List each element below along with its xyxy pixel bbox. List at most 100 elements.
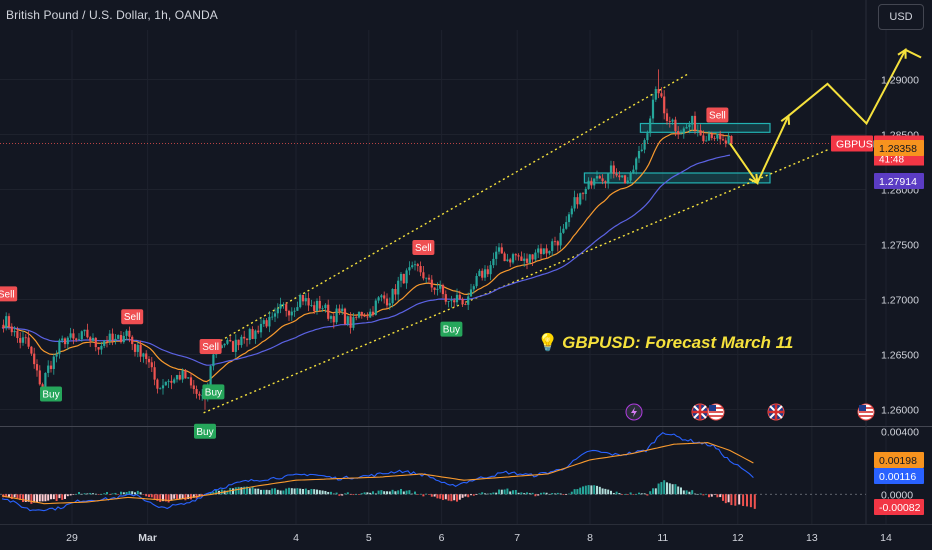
signal-line <box>1 442 754 505</box>
macd-histogram-bar <box>556 492 559 495</box>
candle <box>643 138 646 154</box>
sell-marker: Sell <box>706 107 729 123</box>
candle-body <box>601 178 604 182</box>
price-tick-label: 1.29000 <box>881 75 919 87</box>
macd-histogram-bar <box>89 492 92 495</box>
candle-body <box>637 150 641 159</box>
candle <box>282 302 285 309</box>
macd-histogram-bar <box>296 488 299 495</box>
candle-body <box>380 295 383 298</box>
candle <box>475 273 478 289</box>
macd-histogram-bar <box>262 489 265 495</box>
time-tick-label: Mar <box>138 532 157 544</box>
time-tick-label: 13 <box>806 532 818 544</box>
flag-canton <box>709 405 716 411</box>
candle <box>145 350 148 365</box>
macd-histogram-bar <box>22 494 24 503</box>
candle-body <box>576 197 579 205</box>
macd-histogram-bar <box>576 489 579 495</box>
macd-histogram-bar <box>419 493 422 495</box>
macd-histogram-bar <box>78 491 80 495</box>
candle <box>240 334 243 348</box>
candle <box>716 133 719 142</box>
marker-badge <box>202 384 225 400</box>
candle <box>455 288 459 307</box>
candle <box>248 327 251 345</box>
marker-badge <box>412 240 435 256</box>
macd-histogram-bar <box>139 492 142 495</box>
candle <box>257 325 260 334</box>
candle-body <box>117 335 120 339</box>
candle <box>702 130 705 144</box>
marker-label: Sell <box>0 289 15 300</box>
candle <box>61 335 64 344</box>
candle <box>517 253 520 261</box>
candle-body <box>520 256 523 261</box>
macd-histogram-bar <box>131 491 134 495</box>
candle <box>296 301 299 312</box>
macd-histogram-bar <box>94 493 97 495</box>
macd-histogram-bar <box>83 493 86 495</box>
candle-body <box>567 214 571 223</box>
candle <box>486 265 489 278</box>
macd-histogram-bar <box>607 489 610 495</box>
candle <box>259 318 263 338</box>
macd-histogram-bar <box>268 490 271 495</box>
candle-body <box>699 130 702 136</box>
candle <box>357 311 361 319</box>
candle <box>388 297 391 310</box>
candle-body <box>332 316 335 323</box>
candle <box>254 329 257 344</box>
sell-marker: Sell <box>199 339 222 355</box>
candle-body <box>598 176 601 179</box>
macd-histogram-bar <box>610 490 612 495</box>
macd-histogram-bar <box>290 488 293 495</box>
macd-histogram-bar <box>276 489 279 495</box>
candle-body <box>105 340 109 342</box>
macd-histogram-bar <box>164 494 167 502</box>
marker-badge <box>194 423 216 439</box>
macd-histogram-bar <box>713 494 716 495</box>
candle <box>276 303 279 319</box>
macd-histogram-bar <box>142 494 145 495</box>
candle <box>271 312 274 321</box>
candle-body <box>296 307 299 311</box>
candle <box>713 135 716 142</box>
us-flag-icon <box>857 403 875 421</box>
candle <box>128 326 131 343</box>
macd-histogram-bar <box>271 488 274 495</box>
macd-histogram-bar <box>330 491 332 495</box>
macd-histogram-bar <box>176 494 178 500</box>
candle-body <box>388 303 391 306</box>
macd-histogram-bar <box>360 493 363 495</box>
ema-fast-tag-bg <box>874 140 924 156</box>
candle <box>363 313 366 318</box>
candle-body <box>654 89 657 100</box>
price-tick-label: 1.27500 <box>881 240 919 252</box>
macd-histogram-bar <box>72 494 75 495</box>
macd-histogram-bar <box>548 493 551 495</box>
candle-body <box>612 165 615 174</box>
candle-body <box>439 285 442 289</box>
candle <box>91 333 95 342</box>
macd-histogram-bar <box>260 489 262 495</box>
candle <box>327 299 330 321</box>
currency-button[interactable]: USD <box>878 4 924 30</box>
candle-body <box>343 308 347 325</box>
price-tick-label: 1.26500 <box>881 350 919 362</box>
macd-histogram-bar <box>234 487 237 495</box>
candle <box>657 69 660 99</box>
candle <box>192 380 195 394</box>
candle <box>626 177 629 185</box>
candle <box>405 268 408 289</box>
candle-body <box>189 377 193 386</box>
candle-body <box>693 115 697 131</box>
macd-histogram-bar <box>635 494 638 495</box>
candle-body <box>299 294 302 308</box>
candle <box>383 291 386 304</box>
candle-body <box>632 169 635 173</box>
macd-histogram-bar <box>346 492 349 495</box>
macd-histogram-bar <box>75 494 78 495</box>
macd-histogram-bar <box>148 494 150 498</box>
